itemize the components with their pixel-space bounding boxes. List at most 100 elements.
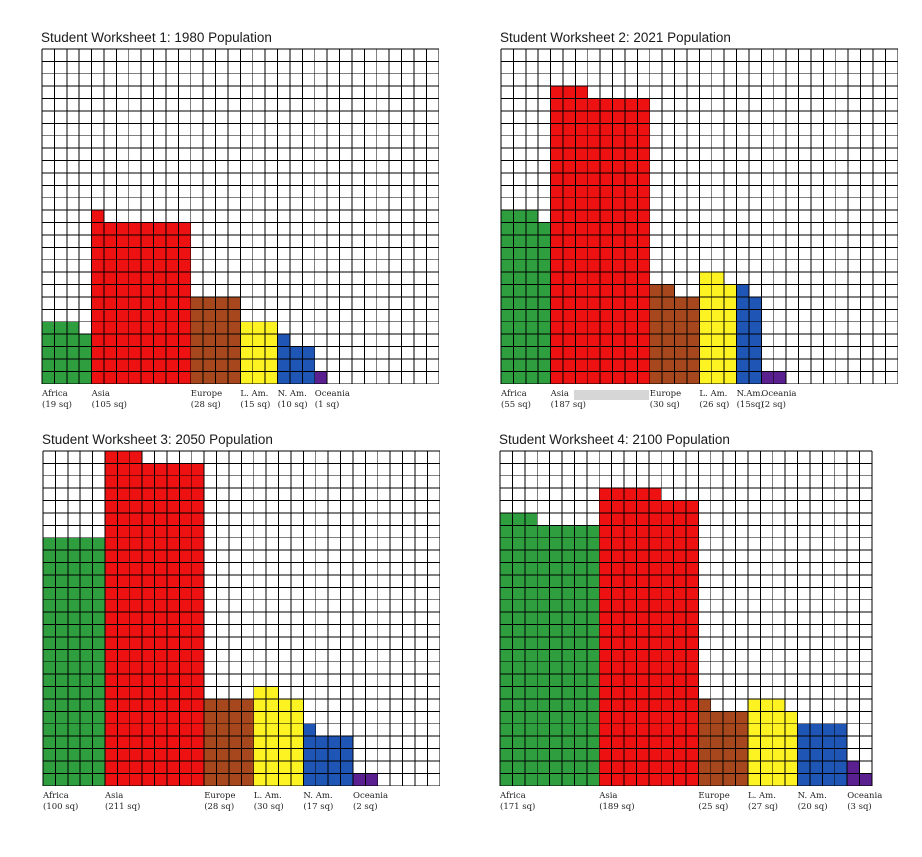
category-label-africa: Africa (171 sq)	[500, 791, 535, 813]
category-value-label: (20 sq)	[797, 801, 828, 812]
bar-n-am-partial-row	[736, 284, 749, 297]
category-value-label: (100 sq)	[43, 801, 79, 812]
category-label-n-am: N. Am. (10 sq)	[278, 389, 308, 411]
worksheet-2021-title: Student Worksheet 2: 2021 Population	[500, 30, 731, 45]
category-label-europe: Europe (25 sq)	[698, 791, 729, 813]
category-name: Africa	[42, 388, 68, 399]
bar-africa-partial-row	[42, 321, 80, 335]
category-name: Oceania	[314, 388, 350, 399]
bar-n-am-partial-row	[277, 334, 290, 347]
bar-africa-partial-row	[501, 210, 539, 223]
category-value-label: (187 sq)	[550, 399, 586, 410]
category-value-label: (19 sq)	[42, 399, 72, 410]
category-value-label: (15sq)	[736, 399, 764, 410]
category-value-label: (55 sq)	[501, 399, 531, 410]
worksheet-2050-title: Student Worksheet 3: 2050 Population	[42, 432, 273, 447]
bar-oceania	[314, 371, 328, 384]
category-name: N.Am.	[736, 388, 764, 399]
bar-asia-partial-row	[599, 488, 662, 501]
category-label-n-am: N.Am. (15sq)	[737, 389, 764, 411]
category-value-label: (2 sq)	[761, 399, 786, 410]
bar-l-am	[240, 321, 278, 384]
worksheet-2100-title: Student Worksheet 4: 2100 Population	[499, 432, 730, 447]
category-name: Oceania	[353, 790, 389, 801]
bar-asia-partial-row	[550, 86, 588, 99]
category-label-l-am: L. Am. (15 sq)	[240, 389, 270, 411]
category-value-label: (25 sq)	[698, 801, 729, 812]
category-label-l-am: L. Am. (26 sq)	[699, 389, 729, 411]
category-value-label: (15 sq)	[240, 399, 271, 410]
category-label-asia: Asia (211 sq)	[105, 791, 140, 813]
category-value-label: (17 sq)	[303, 801, 334, 812]
category-name: Asia	[550, 388, 569, 399]
grid-lines	[41, 48, 440, 385]
category-name: Africa	[43, 790, 69, 801]
category-name: L. Am.	[253, 790, 282, 801]
category-value-label: (10 sq)	[277, 399, 308, 410]
grid-lines	[499, 450, 873, 787]
category-value-label: (27 sq)	[748, 801, 778, 812]
category-label-oceania: Oceania (3 sq)	[847, 791, 882, 813]
bar-l-am-partial-row	[747, 698, 786, 712]
category-label-oceania: Oceania (1 sq)	[315, 389, 350, 411]
category-label-oceania: Oceania (2 sq)	[761, 389, 796, 411]
category-label-asia: Asia (187 sq)	[551, 389, 586, 411]
category-label-asia: Asia (105 sq)	[92, 389, 127, 411]
category-value-label: (28 sq)	[204, 801, 235, 812]
category-value-label: (30 sq)	[649, 399, 680, 410]
bar-asia-partial-row	[104, 451, 143, 464]
category-name: Africa	[501, 388, 527, 399]
bar-oceania-body	[314, 371, 328, 384]
population-grid-chart	[41, 48, 440, 385]
category-label-africa: Africa (19 sq)	[42, 389, 72, 411]
category-name: L. Am.	[748, 790, 776, 801]
category-label-l-am: L. Am. (30 sq)	[254, 791, 284, 813]
category-value-label: (105 sq)	[91, 399, 127, 410]
bar-n-am-partial-row	[303, 723, 316, 737]
category-name: L. Am.	[699, 388, 728, 399]
category-label-africa: Africa (55 sq)	[501, 389, 531, 411]
category-name: Europe	[649, 388, 682, 399]
category-name: Europe	[190, 388, 223, 399]
bar-n-am-body	[277, 346, 315, 384]
category-value-label: (211 sq)	[105, 801, 141, 812]
grid-lines	[42, 450, 441, 787]
category-value-label: (26 sq)	[699, 399, 730, 410]
category-label-n-am: N. Am. (17 sq)	[303, 791, 333, 813]
category-name: Europe	[204, 790, 236, 801]
category-label-oceania: Oceania (2 sq)	[353, 791, 388, 813]
category-label-n-am: N. Am. (20 sq)	[798, 791, 828, 813]
population-grid-chart	[500, 48, 899, 385]
category-name: L. Am.	[240, 388, 269, 399]
category-name: N. Am.	[303, 790, 333, 801]
category-name: Europe	[698, 790, 730, 801]
category-label-asia: Asia (189 sq)	[599, 791, 634, 813]
category-name: Africa	[500, 790, 526, 801]
category-name: N. Am.	[277, 388, 307, 399]
bar-l-am	[699, 272, 737, 384]
category-value-label: (171 sq)	[500, 801, 536, 812]
category-name: Asia	[105, 790, 124, 801]
bar-oceania-partial-row	[847, 760, 860, 774]
category-value-label: (28 sq)	[190, 399, 221, 410]
category-label-europe: Europe (28 sq)	[204, 791, 235, 813]
bar-n-am	[277, 334, 315, 384]
category-name: Asia	[599, 790, 618, 801]
category-value-label: (3 sq)	[847, 801, 872, 812]
category-name: Oceania	[761, 388, 797, 399]
redacted-label-strip	[573, 389, 649, 400]
category-value-label: (30 sq)	[253, 801, 284, 812]
category-label-europe: Europe (28 sq)	[191, 389, 222, 411]
bar-europe-partial-row	[698, 698, 711, 712]
bar-asia-partial-row	[91, 210, 104, 223]
grid-lines	[500, 48, 899, 385]
population-grid-chart	[42, 450, 441, 787]
category-label-africa: Africa (100 sq)	[43, 791, 78, 813]
population-grid-chart	[499, 450, 873, 787]
category-name: Asia	[91, 388, 110, 399]
bar-africa-partial-row	[500, 512, 538, 526]
category-value-label: (189 sq)	[599, 801, 635, 812]
category-value-label: (2 sq)	[353, 801, 378, 812]
category-value-label: (1 sq)	[314, 399, 340, 410]
category-label-l-am: L. Am. (27 sq)	[748, 791, 778, 813]
